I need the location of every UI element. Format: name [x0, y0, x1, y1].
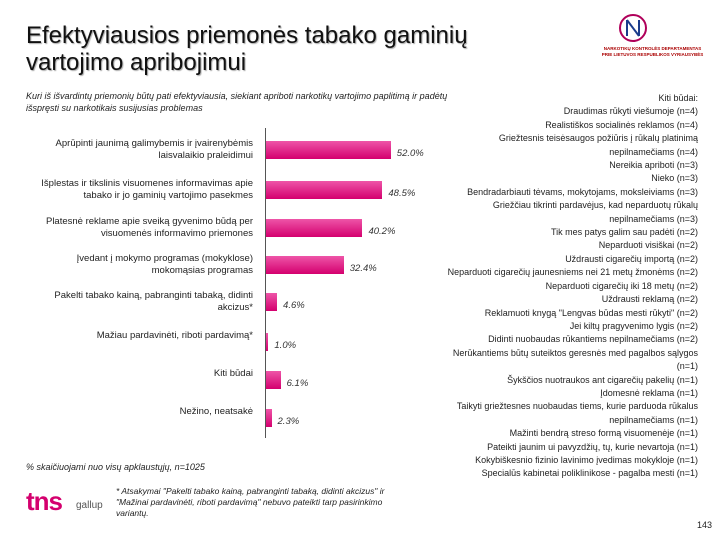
other-title: Kiti būdai: — [658, 93, 698, 103]
bar — [266, 293, 278, 311]
bar — [266, 181, 383, 199]
other-item: Uždrausti reklamą (n=2) — [601, 294, 698, 305]
bar — [266, 256, 344, 274]
value-label: 40.2% — [368, 226, 396, 237]
value-label: 48.5% — [388, 188, 416, 199]
other-item: Uždrausti cigarečių importą (n=2) — [565, 253, 698, 264]
other-item: Didinti nuobaudas rūkantiems nepilnameči… — [488, 334, 698, 345]
other-item: Kokybiškesnio fizinio lavinimo įvedimas … — [475, 454, 698, 465]
other-item: Tik mes patys galim sau padėti (n=2) — [551, 227, 698, 238]
category-label: Aprūpinti jaunimą galimybemis ir įvairen… — [55, 138, 253, 161]
value-label: 1.0% — [274, 340, 297, 351]
other-item: Jei kiltų pragyvenimo lygis (n=2) — [569, 320, 698, 331]
subtitle: Kuri iš išvardintų priemonių būtų pati e… — [26, 91, 448, 113]
other-item: Nereikia apriboti (n=3) — [609, 160, 698, 171]
other-item: Draudimas rūkyti viešumoje (n=4) — [563, 106, 698, 117]
other-item: Reklamuoti knygą "Lengvas būdas mesti rū… — [484, 307, 698, 318]
value-label: 52.0% — [396, 148, 424, 159]
bar — [266, 371, 281, 389]
other-item: Nerūkantiems būtų suteiktos geresnės med… — [452, 347, 698, 372]
category-label: Platesnė reklame apie sveiką gyvenimo bū… — [45, 216, 253, 239]
other-item: Mažinti bendrą streso formą visuomenėje … — [509, 428, 698, 439]
category-label: Kiti būdai — [213, 368, 253, 379]
other-item: Neparduoti visiškai (n=2) — [598, 240, 698, 251]
other-item: Pateikti jaunim ui pavyzdžių, tų, kurie … — [487, 441, 698, 452]
brand-sub: gallup — [76, 500, 103, 511]
other-item: Nieko (n=3) — [651, 173, 698, 184]
footnote: * Atsakymai "Pakelti tabako kainą, pabra… — [116, 486, 385, 518]
other-item: Griežtesnis teisėsaugos požiūris į rūkal… — [498, 133, 698, 157]
other-item: Realistiškos socialinės reklamos (n=4) — [545, 119, 698, 130]
logo-text: NARKOTIKŲ KONTROLĖS DEPARTAMENTAS PRIE L… — [601, 46, 704, 57]
logo-mark — [619, 14, 647, 42]
other-item: Neparduoti cigarečių jaunesniems nei 21 … — [447, 267, 698, 278]
other-item: Neparduoti cigarečių iki 18 metų (n=2) — [545, 280, 698, 291]
bar — [266, 409, 272, 427]
title: Efektyviausios priemonės tabako gaminių … — [26, 22, 468, 76]
base-note: % skaičiuojami nuo visų apklaustųjų, n=1… — [26, 462, 205, 472]
value-label: 6.1% — [286, 378, 309, 389]
page-number: 143 — [696, 520, 712, 530]
other-methods: Kiti būdai: Draudimas rūkyti viešumoje (… — [436, 92, 698, 481]
bar — [266, 333, 269, 351]
bar — [266, 141, 391, 159]
axis-line — [265, 128, 266, 438]
value-label: 4.6% — [283, 300, 305, 311]
value-label: 2.3% — [277, 416, 300, 427]
other-item: Specialūs kabinetai poliklinikose - paga… — [481, 468, 698, 479]
category-label: Išplestas ir tikslinis visuomenes inform… — [41, 178, 253, 201]
other-item: Griežčiau tikrinti pardavėjus, kad nepar… — [492, 200, 698, 224]
value-label: 32.4% — [349, 263, 377, 274]
category-label: Mažiau pardavinėti, riboti pardavimą* — [96, 330, 253, 341]
other-item: Įdomesnė reklama (n=1) — [600, 387, 698, 398]
bar — [266, 219, 363, 237]
other-item: Šykščios nuotraukos ant cigarečių pakeli… — [507, 374, 698, 385]
other-item: Bendradarbiauti tėvams, mokytojams, moks… — [467, 186, 698, 197]
category-label: Nežino, neatsakė — [179, 406, 253, 417]
category-label: Pakelti tabako kainą, pabranginti tabaką… — [54, 290, 253, 313]
brand: tns — [26, 486, 63, 516]
category-label: Įvedant į mokymo programas (mokyklose) m… — [76, 253, 253, 276]
other-item: Taikyti griežtesnes nuobaudas tiems, kur… — [456, 401, 698, 425]
